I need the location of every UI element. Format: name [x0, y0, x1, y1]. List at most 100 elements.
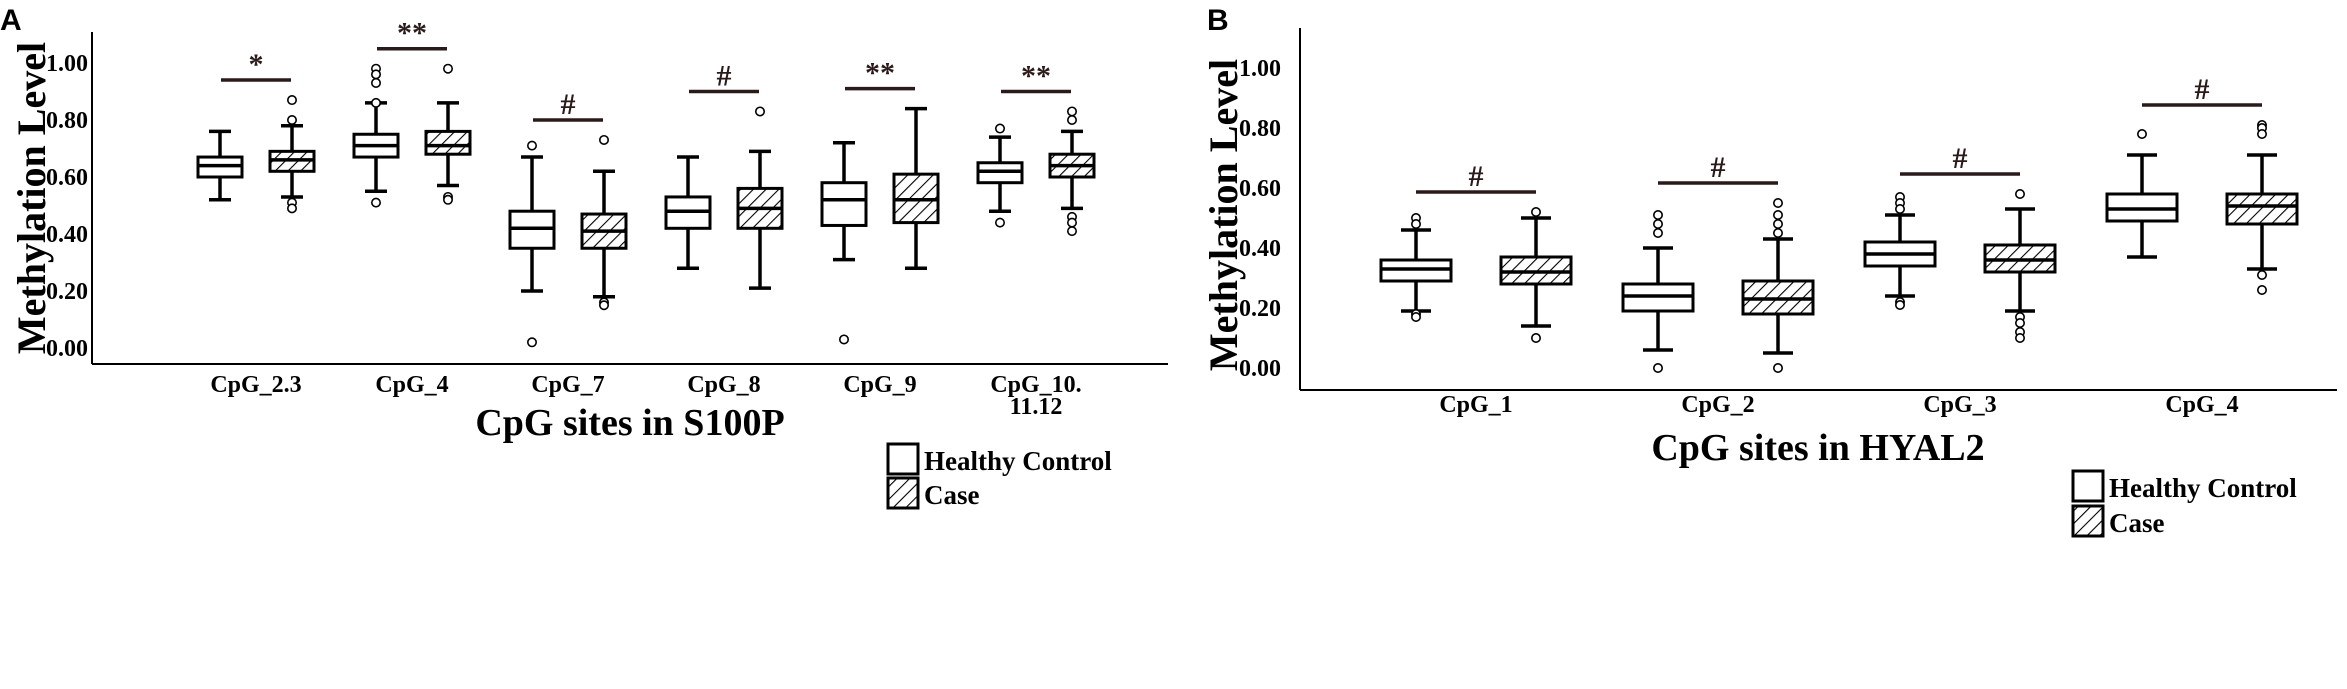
outlier-point: [2015, 317, 2026, 328]
significance-marker: #: [1953, 142, 1968, 175]
x-tick-label: CpG_2: [1681, 392, 1754, 418]
outlier-point: [994, 123, 1005, 134]
outlier-point: [526, 140, 537, 151]
outlier-point: [370, 77, 381, 88]
legend-label-case: Case: [2109, 508, 2165, 538]
legend-label-healthy-control: Healthy Control: [924, 446, 1112, 476]
box-case: [1499, 207, 1573, 343]
x-tick-label: CpG_4: [2165, 392, 2238, 418]
y-tick-label: 0.60: [46, 165, 88, 191]
outlier-point: [442, 63, 453, 74]
significance-marker: #: [561, 88, 576, 121]
significance-marker: **: [397, 17, 427, 50]
box-case: [268, 95, 316, 214]
outlier-point: [2137, 129, 2148, 140]
outlier-point: [370, 197, 381, 208]
outlier-point: [370, 97, 381, 108]
legend-swatch-case: [886, 476, 920, 510]
significance-marker: **: [865, 57, 895, 90]
category-4: ** CpG_9: [820, 57, 940, 398]
iqr-box: [424, 129, 472, 156]
outlier-point: [1773, 362, 1784, 373]
box-case: [736, 106, 784, 290]
category-0: # CpG_1: [1379, 160, 1573, 418]
y-tick-label: 0.00: [1239, 356, 1281, 382]
x-tick-label: CpG_4: [375, 372, 448, 398]
outlier-point: [1895, 204, 1906, 215]
x-tick-label: 11.12: [1010, 394, 1063, 420]
outlier-point: [1531, 332, 1542, 343]
outlier-point: [1411, 311, 1422, 322]
x-tick-label: CpG_10.: [990, 372, 1081, 398]
x-axis-title: CpG sites in S100P: [475, 402, 784, 444]
x-axis-title: CpG sites in HYAL2: [1651, 427, 1984, 469]
panel-letter: B: [1207, 4, 1229, 37]
legend-label-case: Case: [924, 480, 980, 510]
legend-swatch-healthy-control: [886, 442, 920, 476]
y-axis-title: Methylation Level: [9, 42, 54, 354]
outlier-point: [1067, 115, 1078, 126]
outlier-point: [2257, 129, 2268, 140]
significance-marker: #: [2195, 73, 2210, 106]
outlier-point: [1067, 217, 1078, 228]
x-tick-label: CpG_7: [531, 372, 604, 398]
y-tick-label: 0.40: [46, 222, 88, 248]
significance-marker: #: [1469, 160, 1484, 193]
panel-letter: A: [0, 4, 22, 37]
outlier-point: [2257, 269, 2268, 280]
outlier-point: [754, 106, 765, 117]
y-tick-label: 0.80: [46, 108, 88, 134]
y-tick-label: 0.40: [1239, 236, 1281, 262]
x-tick-label: CpG_2.3: [210, 372, 301, 398]
y-tick-label: 0.80: [1239, 116, 1281, 142]
significance-marker: #: [1711, 151, 1726, 184]
outlier-point: [598, 134, 609, 145]
outlier-point: [1773, 210, 1784, 221]
outlier-point: [2015, 332, 2026, 343]
box-healthy-control: [1621, 210, 1695, 373]
outlier-point: [1411, 219, 1422, 230]
outlier-point: [1895, 299, 1906, 310]
y-tick-label: 1.00: [1239, 56, 1281, 82]
x-tick-label: CpG_8: [687, 372, 760, 398]
outlier-point: [1531, 207, 1542, 218]
outlier-point: [1773, 219, 1784, 230]
outlier-point: [526, 337, 537, 348]
box-case: [1741, 198, 1815, 373]
box-healthy-control: [352, 63, 400, 208]
category-3: # CpG_8: [664, 59, 784, 398]
category-1: ** CpG_4: [352, 17, 472, 398]
outlier-point: [1653, 228, 1664, 239]
significance-marker: #: [717, 59, 732, 92]
y-tick-label: 0.60: [1239, 176, 1281, 202]
legend-swatch-case: [2071, 504, 2105, 538]
outlier-point: [1067, 106, 1078, 117]
outlier-point: [286, 115, 297, 126]
outlier-point: [838, 334, 849, 345]
box-healthy-control: [196, 129, 244, 202]
legend: Healthy Control Case: [886, 442, 1112, 510]
outlier-point: [1653, 210, 1664, 221]
box-case: [892, 106, 940, 270]
outlier-point: [286, 203, 297, 214]
category-1: # CpG_2: [1621, 151, 1815, 418]
category-3: # CpG_4: [2105, 73, 2299, 418]
box-healthy-control: [1863, 192, 1937, 310]
box-case: [1048, 106, 1096, 237]
y-axis-title: Methylation Level: [1201, 59, 1246, 371]
outlier-point: [1653, 219, 1664, 230]
box-healthy-control: [976, 123, 1024, 228]
outlier-point: [994, 217, 1005, 228]
box-case: [2225, 120, 2299, 295]
x-tick-label: CpG_1: [1439, 392, 1512, 418]
outlier-point: [2257, 284, 2268, 295]
iqr-box: [820, 181, 868, 227]
legend-swatch-healthy-control: [2071, 469, 2105, 503]
outlier-point: [442, 194, 453, 205]
y-tick-label: 0.20: [46, 279, 88, 305]
outlier-point: [1773, 228, 1784, 239]
x-tick-label: CpG_9: [843, 372, 916, 398]
outlier-point: [2015, 189, 2026, 200]
